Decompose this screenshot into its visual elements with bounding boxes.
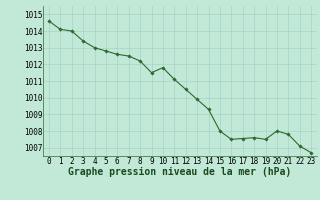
X-axis label: Graphe pression niveau de la mer (hPa): Graphe pression niveau de la mer (hPa)	[68, 167, 292, 177]
